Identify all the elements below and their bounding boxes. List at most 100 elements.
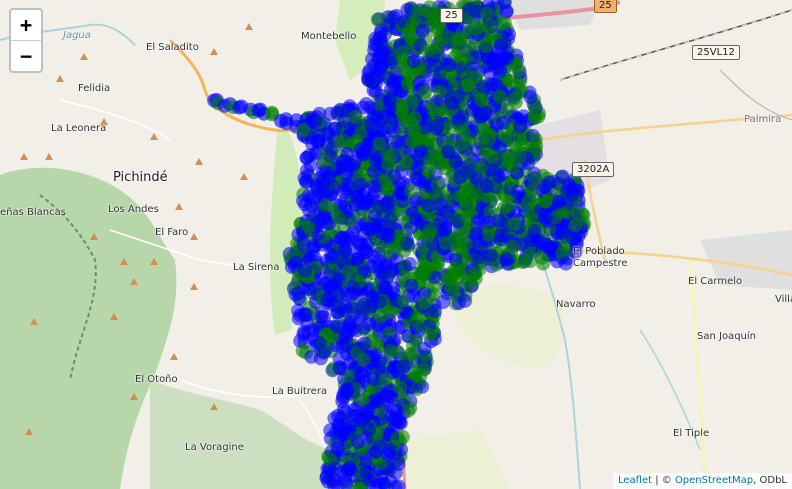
blue-point-marker [291,286,306,301]
blue-point-marker [388,479,403,489]
blue-point-marker [298,263,313,278]
blue-point-marker [327,461,342,476]
green-point-marker [418,295,433,310]
green-point-marker [525,184,540,199]
blue-point-marker [523,90,538,104]
green-point-marker [460,211,474,226]
green-point-marker [483,18,498,33]
blue-point-marker [368,393,383,407]
blue-point-marker [513,119,528,134]
blue-point-marker [381,447,396,462]
blue-point-marker [382,94,397,109]
green-point-marker [356,352,371,367]
green-point-marker [396,45,410,59]
blue-point-marker [492,213,506,228]
blue-point-marker [360,195,374,210]
green-point-marker [485,149,500,164]
road-palmira [539,113,792,142]
blue-point-marker [453,170,468,185]
blue-point-marker [484,248,498,263]
blue-point-marker [367,208,382,223]
green-point-marker [527,172,542,187]
blue-point-marker [365,73,380,88]
green-point-marker [404,19,419,34]
blue-point-marker [356,320,371,335]
green-point-marker [381,182,396,197]
green-point-marker [430,257,445,272]
blue-point-marker [510,184,525,199]
green-point-marker [483,204,498,219]
park-boundary [39,194,97,381]
blue-point-marker [333,102,348,117]
blue-point-marker [408,194,423,209]
blue-point-marker [297,324,312,339]
green-point-marker [407,122,422,137]
green-point-marker [296,122,311,137]
blue-point-marker [291,303,305,318]
place-label: El Tiple [673,428,710,439]
blue-point-marker [402,257,417,271]
place-label: La Voragine [185,442,244,453]
openstreetmap-link[interactable]: OpenStreetMap [674,475,754,486]
green-point-marker [454,137,469,152]
green-point-marker [536,256,551,271]
green-point-marker [403,30,418,45]
green-point-marker [432,84,447,99]
blue-point-marker [415,23,430,38]
green-point-marker [348,109,362,124]
green-point-marker [462,40,477,55]
road-secondary [689,259,706,489]
blue-point-marker [308,113,323,128]
blue-point-marker [502,27,516,42]
green-point-marker [393,381,408,395]
blue-point-marker [301,188,316,203]
blue-point-marker [359,465,374,480]
forest-area-south [150,380,330,489]
blue-point-marker [304,349,319,364]
blue-point-marker [373,61,388,76]
blue-point-marker [372,295,387,310]
blue-point-marker [339,476,354,489]
blue-point-marker [357,297,372,312]
green-point-marker [493,89,507,104]
green-point-marker [482,132,497,147]
blue-point-marker [458,293,472,308]
green-point-marker [451,234,465,249]
blue-point-marker [486,51,500,66]
blue-point-marker [357,410,372,425]
blue-point-marker [319,275,334,290]
blue-point-marker [382,120,397,135]
leaflet-link[interactable]: Leaflet [617,475,653,486]
place-label: Pichindé [113,170,168,185]
green-point-marker [528,132,543,147]
blue-point-marker [569,238,584,253]
green-point-marker [428,149,443,164]
blue-point-marker [436,295,451,309]
blue-point-marker [383,55,398,70]
blue-point-marker [397,359,412,374]
place-label: El Saladito [146,42,199,53]
zoom-out-button[interactable]: − [11,40,41,71]
green-point-marker [458,183,473,198]
green-point-marker [264,105,279,120]
blue-point-marker [499,4,514,19]
blue-point-marker [562,179,577,194]
blue-point-marker [433,196,448,211]
zoom-in-button[interactable]: + [19,13,33,37]
place-label: El Poblado Campestre [573,246,628,269]
blue-point-marker [448,154,463,169]
green-point-marker [475,122,490,137]
farmland [455,284,564,370]
blue-point-marker [320,293,335,307]
green-point-marker [429,40,444,55]
blue-point-marker [338,329,353,344]
blue-point-marker [543,241,558,256]
green-point-marker [331,134,346,149]
farmland-south [400,430,510,489]
green-point-marker [505,74,519,88]
green-point-marker [430,177,445,192]
blue-point-marker [361,422,376,437]
place-label: Villa [775,294,792,305]
blue-point-marker [352,237,367,252]
